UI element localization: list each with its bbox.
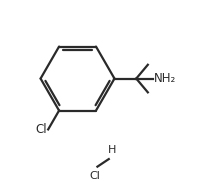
Text: Cl: Cl <box>90 171 101 181</box>
Text: Cl: Cl <box>35 123 47 136</box>
Text: H: H <box>108 145 116 155</box>
Text: NH₂: NH₂ <box>154 72 177 85</box>
